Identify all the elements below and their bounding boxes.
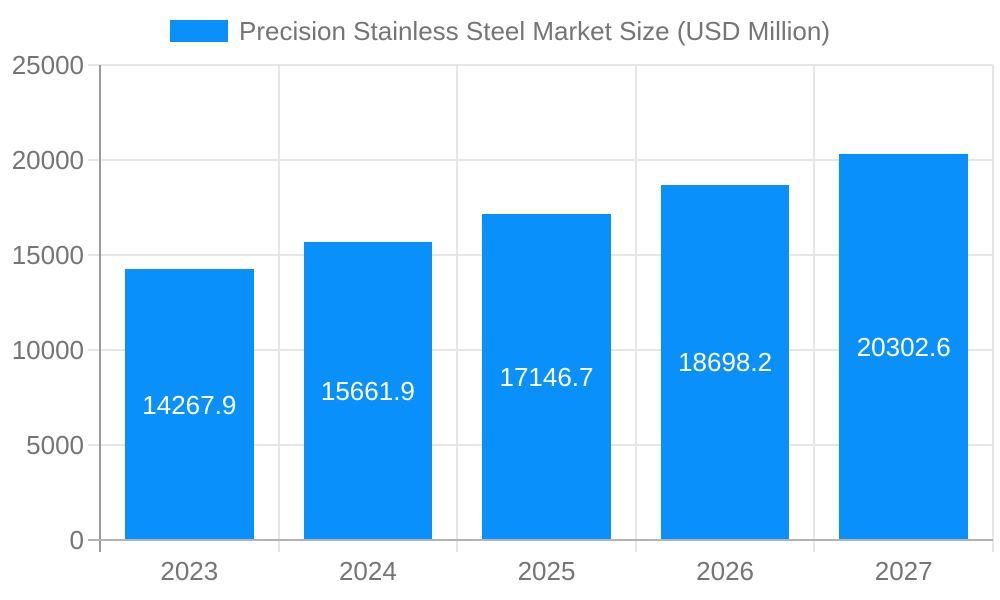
h-gridline [88, 64, 993, 66]
legend[interactable]: Precision Stainless Steel Market Size (U… [0, 17, 1000, 45]
x-axis-tick-label: 2023 [160, 556, 219, 586]
bar-value-label: 20302.6 [856, 332, 951, 363]
bar-value-label: 15661.9 [320, 376, 415, 407]
y-axis-tick-label: 25000 [11, 50, 84, 80]
y-axis-line [99, 65, 101, 552]
x-axis-baseline [88, 539, 993, 541]
y-axis-tick-label: 0 [69, 525, 84, 555]
x-axis-tick-label: 2026 [696, 556, 755, 586]
legend-swatch-icon [170, 20, 229, 42]
bar-2026[interactable] [660, 184, 790, 540]
bar-2027[interactable] [839, 154, 968, 540]
x-axis-tick-label: 2027 [874, 556, 933, 586]
bar-value-label: 17146.7 [499, 362, 594, 393]
y-axis-tick-label: 10000 [11, 335, 84, 365]
y-axis-tick-label: 5000 [26, 430, 84, 460]
v-gridline [813, 65, 815, 552]
x-axis-tick-label: 2024 [338, 556, 397, 586]
x-axis-tick-label: 2025 [517, 556, 576, 586]
bar-value-label: 14267.9 [142, 389, 237, 420]
y-axis-tick-label: 15000 [11, 240, 84, 270]
bar-2024[interactable] [303, 242, 433, 540]
v-gridline [278, 65, 280, 552]
v-gridline [456, 65, 458, 552]
plot-area: 14267.9 15661.9 17146.7 18698.2 20302.6 [88, 64, 994, 552]
legend-label: Precision Stainless Steel Market Size (U… [239, 16, 830, 46]
bar-2023[interactable] [125, 268, 254, 540]
v-gridline [635, 65, 637, 552]
h-gridline [88, 159, 993, 161]
bar-value-label: 18698.2 [678, 347, 773, 378]
bar-2025[interactable] [482, 214, 611, 540]
y-axis-tick-label: 20000 [11, 145, 84, 175]
v-gridline [992, 65, 994, 552]
